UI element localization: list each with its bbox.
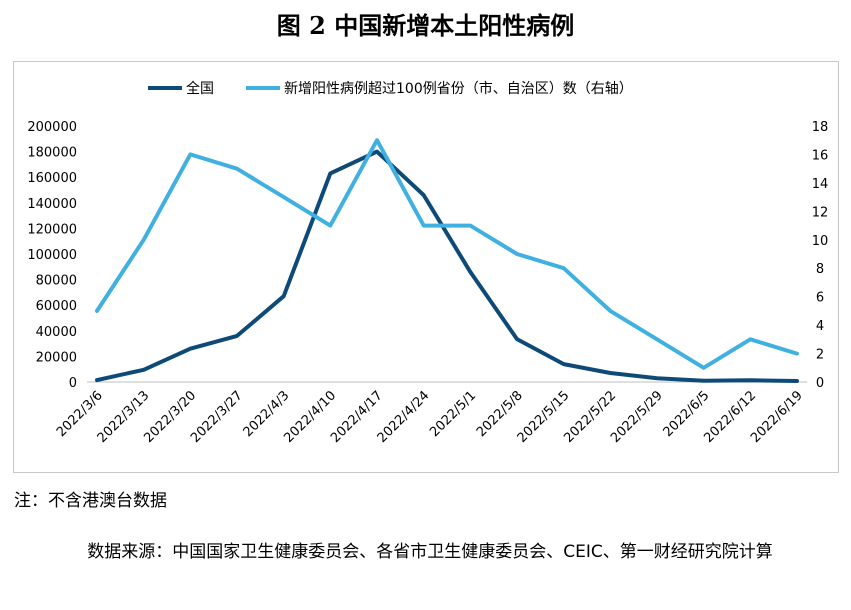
y-left-tick-label: 100000 (27, 248, 77, 263)
line-chart: 0 20000 40000 60000 80000 100000 120000 140000 1… (27, 80, 829, 446)
y-right-tick-label: 6 (816, 291, 824, 306)
y-left-tick-label: 160000 (27, 171, 77, 186)
x-tick-label: 2022/5/1 (427, 388, 479, 440)
series-line-1 (95, 149, 799, 383)
y-left-tick-label: 120000 (27, 222, 77, 237)
y-left-tick-label: 0 (69, 376, 77, 391)
y-right-tick-label: 18 (812, 120, 829, 135)
y-left-tick-label: 180000 (27, 146, 77, 161)
y-right-tick-label: 8 (816, 262, 824, 277)
y-right-tick-label: 4 (816, 319, 824, 334)
y-left-tick-label: 140000 (27, 197, 77, 212)
footnote: 注：不含港澳台数据 (14, 491, 167, 511)
y-right-tick-label: 10 (812, 234, 829, 249)
legend-label-2: 新增阳性病例超过100例省份（市、自治区）数（右轴） (284, 80, 633, 97)
chart-frame (13, 61, 839, 473)
y-left-tick-label: 200000 (27, 120, 77, 135)
y-left-tick-label: 40000 (36, 325, 77, 340)
y-left-tick-label: 60000 (36, 299, 77, 314)
data-source: 数据来源：中国国家卫生健康委员会、各省市卫生健康委员会、CEIC、第一财经研究院… (87, 542, 773, 562)
y-right-tick-label: 12 (812, 205, 829, 220)
y-left-tick-label: 20000 (36, 350, 77, 365)
y-left-tick-label: 80000 (36, 274, 77, 289)
y-right-tick-label: 14 (812, 177, 829, 192)
chart-title: 图 2 中国新增本土阳性病例 (276, 11, 575, 40)
y-right-tick-label: 0 (816, 376, 824, 391)
legend-label-1: 全国 (186, 80, 214, 97)
y-right-tick-label: 16 (812, 148, 829, 163)
y-right-tick-label: 2 (816, 348, 824, 363)
series-line-2 (95, 138, 799, 370)
